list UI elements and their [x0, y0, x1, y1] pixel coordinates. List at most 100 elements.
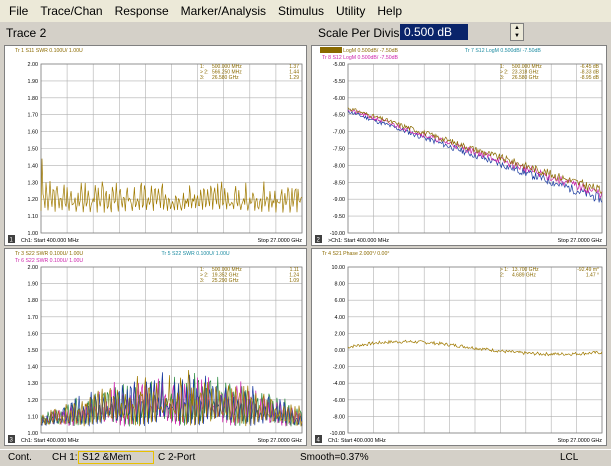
- window-number: 4: [317, 438, 321, 444]
- measurement-window-4[interactable]: Tr 4 S21 Phase 2.000°/ 0.00° 10.00 8.00 6.0…: [311, 248, 607, 446]
- marker-number: 3:: [200, 278, 204, 284]
- scale-per-division-label: Scale Per Division: [318, 26, 416, 40]
- marker-value: 1.29: [289, 75, 299, 81]
- start-frequency: Ch1: Start 400.000 MHz: [21, 238, 79, 244]
- y-tick-label: -6.00: [333, 96, 345, 102]
- start-frequency: Ch1: Start 400.000 MHz: [328, 438, 386, 444]
- menu-bar: File Trace/Chan Response Marker/Analysis…: [0, 0, 611, 22]
- window-number: 2: [317, 238, 321, 244]
- y-tick-label: 1.80: [28, 298, 39, 304]
- window-1-plot: Tr 1 S11 SWR 0.100U/ 1.00U 2.00 1.90 1.80 1.…: [8, 48, 303, 244]
- y-tick-label: 1.20: [28, 398, 39, 404]
- marker-number: 2:: [500, 273, 504, 279]
- menu-trace-chan[interactable]: Trace/Chan: [40, 4, 103, 18]
- calibration-status: C 2-Port: [158, 452, 196, 463]
- menu-utility[interactable]: Utility: [336, 4, 366, 18]
- marker-value: -6.45 dB: [580, 64, 600, 70]
- scale-per-division-input[interactable]: 0.500 dB: [400, 24, 468, 40]
- marker-number: > 2:: [500, 70, 508, 76]
- measurement-window-2[interactable]: Tr 2 S12 LogM 0.500dB/ -7.50dB Tr 7 S12 L…: [311, 45, 607, 246]
- marker-number: 3:: [200, 75, 204, 81]
- marker-number: > 2:: [200, 273, 208, 279]
- trace-title[interactable]: Tr 5 S22 SWR 0.100U/ 1.00U: [162, 251, 230, 257]
- y-tick-label: -8.00: [333, 414, 345, 420]
- spin-up-icon[interactable]: ▲: [514, 25, 520, 31]
- y-tick-label: 1.70: [28, 113, 39, 119]
- y-tick-label: -7.00: [333, 130, 345, 136]
- active-trace-label: Trace 2: [6, 26, 47, 40]
- stop-frequency: Stop 27.0000 GHz: [258, 238, 303, 244]
- marker-number: 1:: [500, 64, 504, 70]
- y-tick-label: 2.00: [28, 265, 39, 271]
- marker-frequency: 13.700 GHz: [512, 267, 539, 273]
- marker-frequency: 500.000 MHz: [512, 64, 542, 70]
- trace-title[interactable]: Tr 7 S12 LogM 0.500dB/ -7.50dB: [465, 48, 541, 54]
- measurement-window-3[interactable]: Tr 3 S22 SWR 0.100U/ 1.00U Tr 5 S22 SWR 0…: [4, 248, 307, 446]
- menu-stimulus[interactable]: Stimulus: [278, 4, 325, 18]
- marker-value: -8.95 dB: [580, 75, 600, 81]
- window-number: 1: [10, 238, 14, 244]
- y-tick-label: -6.50: [333, 113, 345, 119]
- trace-1-1: [40, 158, 303, 213]
- marker-frequency: 4.689 GHz: [512, 273, 536, 279]
- y-tick-label: 1.40: [28, 163, 39, 169]
- trace-title[interactable]: Tr 4 S21 Phase 2.000°/ 0.00°: [322, 251, 389, 257]
- y-tick-label: 1.60: [28, 130, 39, 136]
- y-tick-label: -5.50: [333, 79, 345, 85]
- scale-spinner[interactable]: ▲ ▼: [510, 23, 524, 41]
- window-number-badge: [8, 435, 15, 443]
- window-4-plot: Tr 4 S21 Phase 2.000°/ 0.00° 10.00 8.00 6.0…: [315, 251, 603, 444]
- marker-value: 1.11: [290, 267, 300, 273]
- y-tick-label: 6.00: [335, 298, 346, 304]
- y-tick-label: 10.00: [332, 265, 346, 271]
- y-tick-label: 1.80: [28, 96, 39, 102]
- channel-label: CH 1:: [52, 452, 78, 463]
- y-tick-label: 2.00: [28, 62, 39, 68]
- window-number-badge: [315, 435, 322, 443]
- marker-value: 1.24: [289, 273, 299, 279]
- y-tick-label: 1.70: [28, 315, 39, 321]
- y-tick-label: 1.00: [28, 231, 39, 237]
- trace-title[interactable]: Tr 3 S22 SWR 0.100U/ 1.00U: [15, 251, 83, 257]
- y-tick-label: 1.00: [28, 431, 39, 437]
- y-tick-label: 1.90: [28, 282, 39, 288]
- start-frequency: >Ch1: Start 400.000 MHz: [328, 238, 389, 244]
- menu-marker-analysis[interactable]: Marker/Analysis: [180, 4, 266, 18]
- y-tick-label: 8.00: [335, 282, 346, 288]
- marker-value: 1.44: [289, 70, 299, 76]
- smoothing-status: Smooth=0.37%: [300, 452, 369, 463]
- y-tick-label: 2.00: [335, 331, 346, 337]
- trace-title[interactable]: Tr 8 S12 LogM 0.500dB/ -7.50dB: [322, 55, 398, 61]
- y-tick-label: 1.10: [28, 414, 39, 420]
- menu-file[interactable]: File: [9, 4, 29, 18]
- spin-down-icon[interactable]: ▼: [514, 33, 520, 39]
- trace-title[interactable]: Tr 1 S11 SWR 0.100U/ 1.00U: [15, 48, 83, 54]
- trace-4-1: [347, 339, 603, 357]
- window-number: 3: [10, 438, 14, 444]
- y-tick-label: 1.10: [28, 214, 39, 220]
- trace-title[interactable]: Tr 2 S12 LogM 0.500dB/ -7.50dB: [322, 48, 398, 54]
- window-2-plot: Tr 2 S12 LogM 0.500dB/ -7.50dB Tr 7 S12 L…: [315, 47, 603, 244]
- menu-response[interactable]: Response: [114, 4, 169, 18]
- marker-number: > 2:: [200, 70, 208, 76]
- trace-2-3: [347, 107, 603, 195]
- marker-frequency: 26.580 GHz: [212, 75, 239, 81]
- marker-value: -8.33 dB: [580, 70, 600, 76]
- active-measurement-box[interactable]: [78, 451, 154, 464]
- y-tick-label: -7.50: [333, 147, 345, 153]
- marker-frequency: 25.290 GHz: [212, 278, 239, 284]
- measurement-window-1[interactable]: Tr 1 S11 SWR 0.100U/ 1.00U 2.00 1.90 1.80 1.…: [4, 45, 307, 246]
- y-tick-label: -5.00: [333, 62, 345, 68]
- y-tick-label: 1.90: [28, 79, 39, 85]
- menu-help[interactable]: Help: [377, 4, 403, 18]
- y-tick-label: 0.00: [335, 348, 346, 354]
- marker-frequency: 500.000 MHz: [212, 64, 242, 70]
- y-tick-label: 4.00: [335, 315, 346, 321]
- y-tick-label: -9.50: [333, 214, 345, 220]
- marker-number: 1:: [200, 267, 204, 273]
- marker-value: 1.47 °: [586, 273, 599, 279]
- window-number-badge: [8, 235, 15, 243]
- y-tick-label: 1.50: [28, 348, 39, 354]
- start-frequency: Ch1: Start 400.000 MHz: [21, 438, 79, 444]
- trace-title[interactable]: Tr 6 S22 SWR 0.100U/ 1.00U: [15, 258, 83, 264]
